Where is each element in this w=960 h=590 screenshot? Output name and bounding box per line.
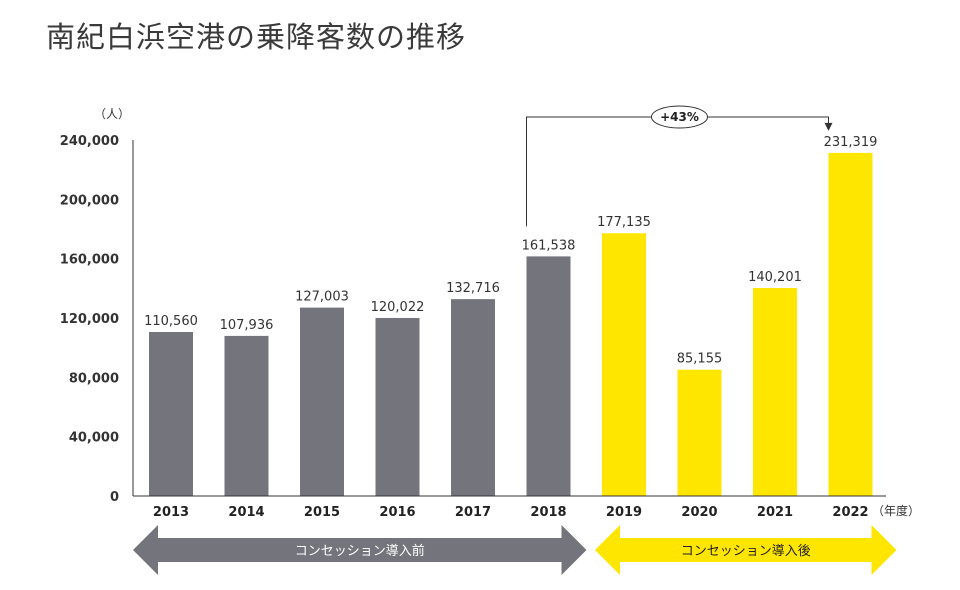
comparison-badge — [651, 105, 708, 129]
value-label: 110,560 — [144, 314, 198, 329]
phase-arrow-after — [595, 525, 897, 575]
bar-2013 — [149, 332, 193, 496]
value-label: 132,716 — [446, 281, 500, 296]
y-tick-label: 120,000 — [60, 312, 119, 327]
comparison-bracket — [526, 116, 829, 227]
y-tick-label: 0 — [110, 490, 119, 505]
bar-2015 — [300, 307, 344, 496]
bar-2020 — [677, 369, 722, 496]
bar-2022 — [828, 152, 873, 496]
category-label: 2013 — [153, 505, 189, 520]
x-unit-label: （年度） — [872, 503, 920, 518]
phase-arrow-before — [133, 525, 587, 575]
value-label: 177,135 — [597, 215, 651, 230]
value-label: 140,201 — [748, 270, 802, 285]
comparison-label: +43% — [660, 110, 699, 124]
category-label: 2016 — [379, 505, 415, 520]
page-title: 南紀白浜空港の乗降客数の推移 — [46, 20, 467, 54]
y-unit-label: （人） — [94, 107, 130, 121]
value-label: 161,538 — [522, 238, 576, 253]
category-label: 2014 — [228, 505, 264, 520]
y-tick-label: 40,000 — [69, 431, 119, 446]
y-tick-label: 160,000 — [60, 253, 119, 268]
value-label: 120,022 — [371, 300, 425, 315]
category-label: 2018 — [530, 505, 566, 520]
value-label: 85,155 — [677, 352, 723, 367]
y-tick-label: 80,000 — [69, 371, 119, 386]
category-label: 2022 — [832, 505, 868, 520]
category-label: 2015 — [304, 505, 340, 520]
y-tick-label: 240,000 — [60, 134, 119, 149]
bar-2017 — [451, 299, 495, 496]
bar-2016 — [375, 317, 420, 496]
category-label: 2021 — [757, 505, 793, 520]
comparison-arrowhead — [824, 122, 833, 131]
category-label: 2017 — [455, 505, 491, 520]
value-label: 127,003 — [295, 290, 349, 305]
category-label: 2020 — [681, 505, 717, 520]
value-label: 231,319 — [824, 135, 878, 150]
value-label: 107,936 — [220, 318, 274, 333]
category-label: 2019 — [606, 505, 642, 520]
bar-2018 — [526, 256, 571, 496]
phase-label-before: コンセッション導入前 — [295, 543, 425, 559]
bar-2021 — [753, 288, 797, 496]
phase-label-after: コンセッション導入後 — [681, 544, 811, 559]
y-tick-label: 200,000 — [60, 193, 119, 208]
bar-2014 — [224, 335, 269, 496]
bar-2019 — [602, 233, 646, 496]
